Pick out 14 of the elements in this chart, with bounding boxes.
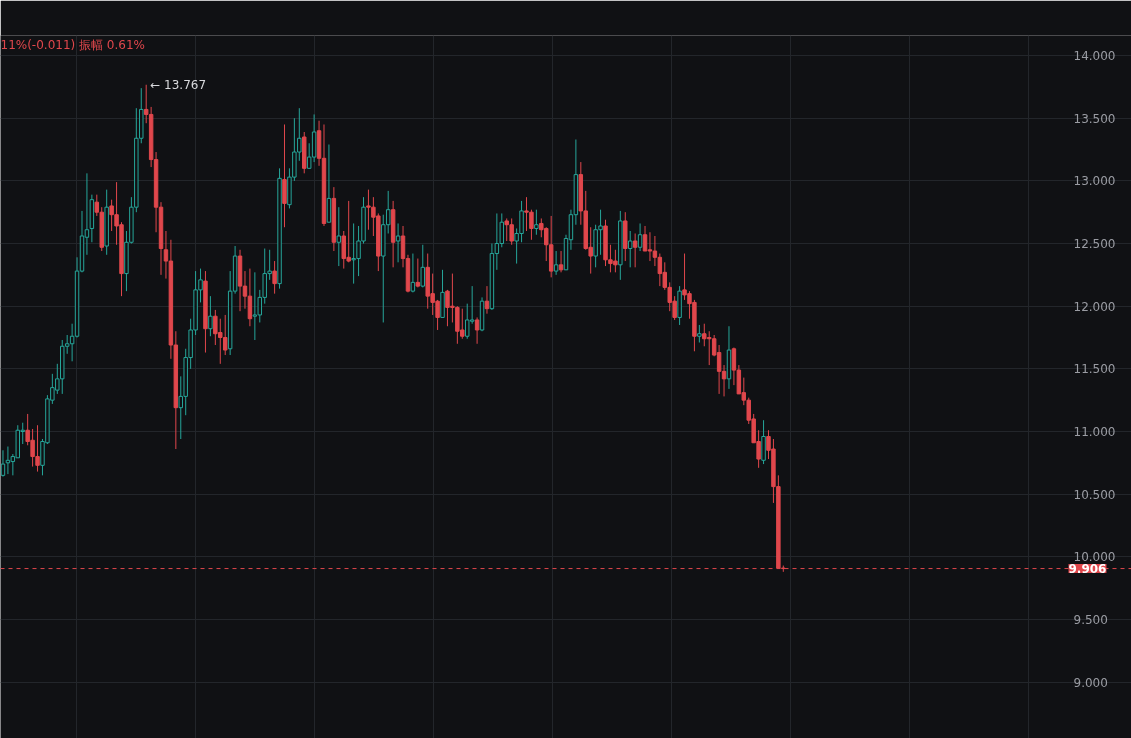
- y-tick-label: 10.500: [1073, 487, 1116, 502]
- y-tick-label: 13.000: [1073, 174, 1116, 189]
- annotation: 11%(-0.011) 振幅 0.61%: [0, 37, 145, 52]
- y-tick-label: 11.500: [1073, 362, 1116, 377]
- y-tick-label: 10.000: [1073, 550, 1116, 565]
- y-tick-label: 9.500: [1073, 612, 1108, 627]
- y-tick-label: 13.500: [1073, 111, 1116, 126]
- y-tick-label: 12.500: [1073, 237, 1116, 252]
- y-tick-label: 11.000: [1073, 424, 1116, 439]
- y-tick-label: 14.000: [1073, 49, 1116, 64]
- y-tick-label: 12.000: [1073, 299, 1116, 314]
- ref-line-label: 9.906: [1068, 562, 1107, 577]
- annotation: ← 13.767: [150, 77, 207, 92]
- y-tick-label: 9.000: [1073, 675, 1108, 690]
